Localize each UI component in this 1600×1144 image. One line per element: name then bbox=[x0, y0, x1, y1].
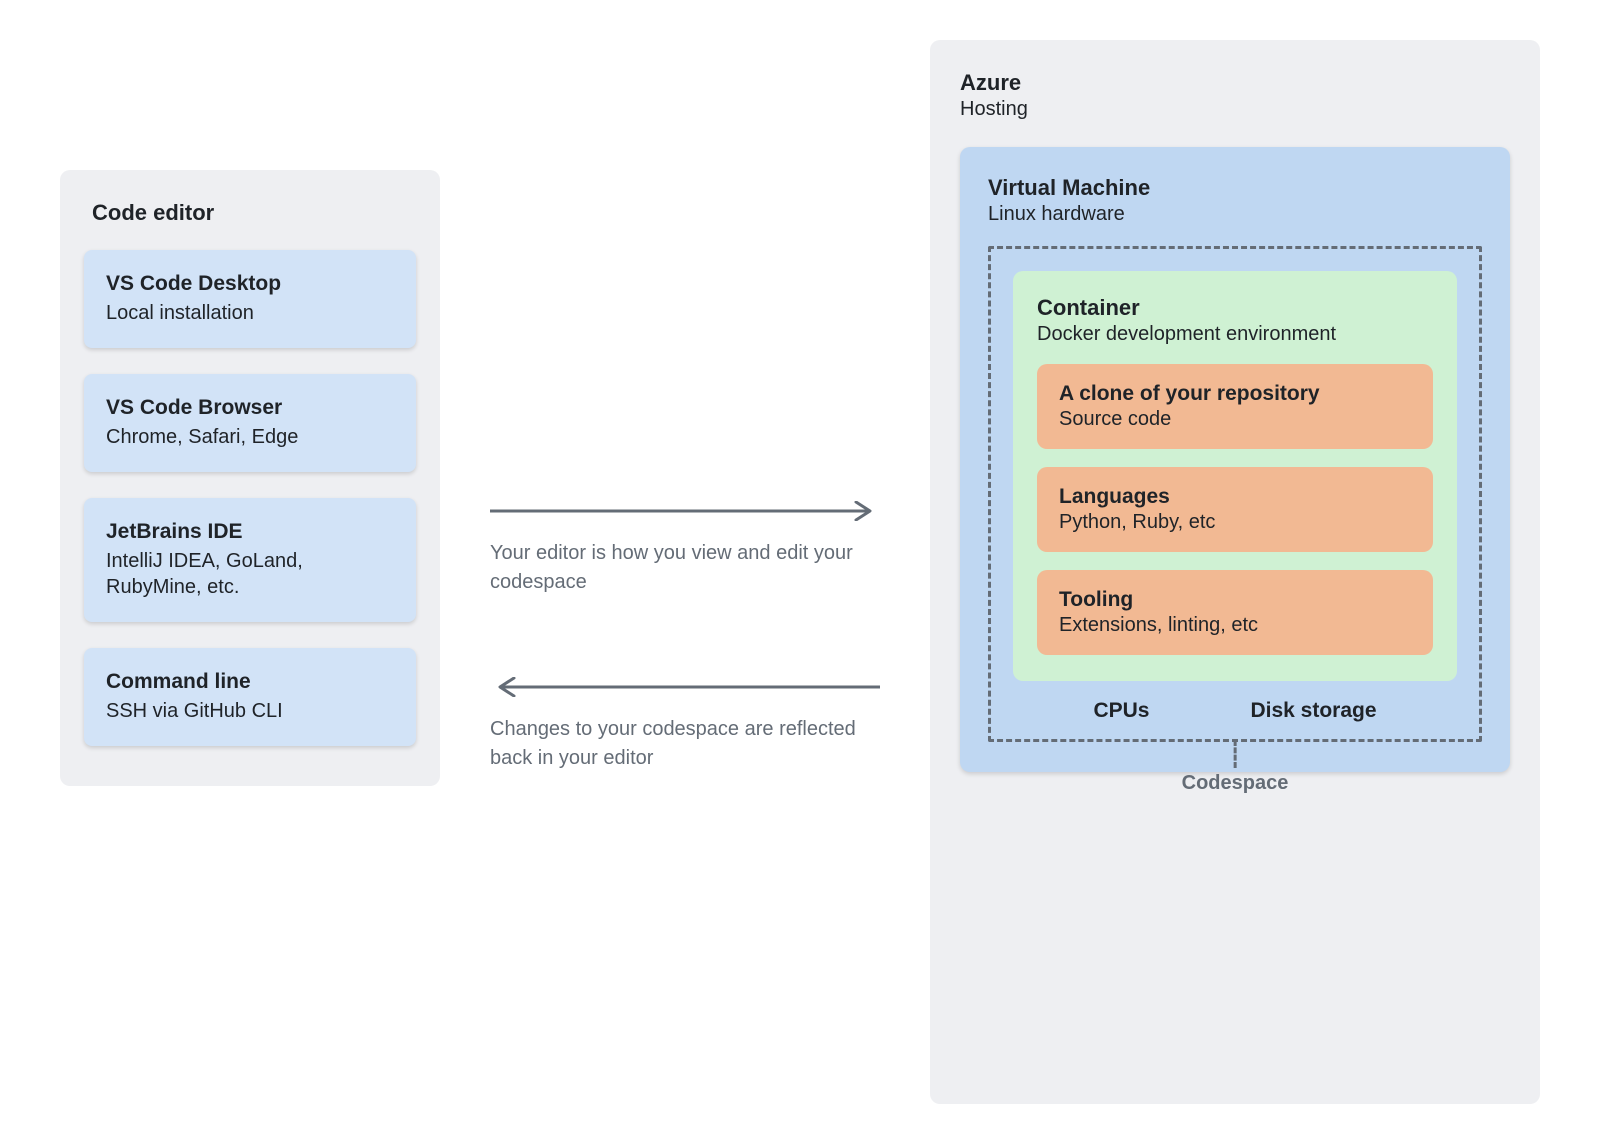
arrow-right-icon bbox=[490, 501, 880, 521]
editor-card-title: VS Code Desktop bbox=[106, 272, 394, 296]
azure-column: Azure Hosting Virtual Machine Linux hard… bbox=[930, 40, 1540, 1104]
codespaces-diagram: Code editor VS Code Desktop Local instal… bbox=[60, 40, 1540, 1104]
inner-card-tooling: Tooling Extensions, linting, etc bbox=[1037, 570, 1433, 655]
inner-card-title: Languages bbox=[1059, 485, 1411, 509]
arrow-to-editor: Changes to your codespace are reflected … bbox=[490, 677, 880, 773]
editor-card-sub: IntelliJ IDEA, GoLand, RubyMine, etc. bbox=[106, 548, 394, 600]
editor-card-vscode-desktop: VS Code Desktop Local installation bbox=[84, 250, 416, 348]
vm-sub: Linux hardware bbox=[988, 203, 1482, 226]
container-panel: Container Docker development environment… bbox=[1013, 271, 1457, 681]
editor-card-title: VS Code Browser bbox=[106, 396, 394, 420]
inner-card-title: A clone of your repository bbox=[1059, 382, 1411, 406]
editor-card-sub: Local installation bbox=[106, 300, 394, 326]
resources-row: CPUs Disk storage bbox=[1013, 699, 1457, 723]
editor-card-jetbrains: JetBrains IDE IntelliJ IDEA, GoLand, Rub… bbox=[84, 498, 416, 622]
azure-title: Azure bbox=[960, 70, 1510, 96]
container-sub: Docker development environment bbox=[1037, 323, 1433, 346]
inner-card-languages: Languages Python, Ruby, etc bbox=[1037, 467, 1433, 552]
codespace-boundary: Container Docker development environment… bbox=[988, 246, 1482, 742]
resource-cpus: CPUs bbox=[1093, 699, 1149, 723]
vm-title: Virtual Machine bbox=[988, 175, 1482, 201]
editor-card-sub: Chrome, Safari, Edge bbox=[106, 424, 394, 450]
vm-panel: Virtual Machine Linux hardware Container… bbox=[960, 147, 1510, 772]
inner-card-title: Tooling bbox=[1059, 588, 1411, 612]
arrow-caption: Your editor is how you view and edit you… bbox=[490, 539, 880, 597]
editor-panel-title: Code editor bbox=[84, 200, 416, 226]
codespace-connector: Codespace bbox=[1182, 740, 1289, 795]
inner-card-sub: Extensions, linting, etc bbox=[1059, 614, 1411, 637]
editor-card-title: JetBrains IDE bbox=[106, 520, 394, 544]
connector-line-icon bbox=[1234, 740, 1237, 768]
editor-card-sub: SSH via GitHub CLI bbox=[106, 698, 394, 724]
editor-panel: Code editor VS Code Desktop Local instal… bbox=[60, 170, 440, 786]
inner-card-sub: Source code bbox=[1059, 408, 1411, 431]
container-title: Container bbox=[1037, 295, 1433, 321]
resource-disk: Disk storage bbox=[1250, 699, 1376, 723]
arrow-to-codespace: Your editor is how you view and edit you… bbox=[490, 501, 880, 597]
inner-card-repo: A clone of your repository Source code bbox=[1037, 364, 1433, 449]
editor-column: Code editor VS Code Desktop Local instal… bbox=[60, 40, 440, 1104]
arrows-column: Your editor is how you view and edit you… bbox=[480, 40, 890, 1104]
codespace-label: Codespace bbox=[1182, 772, 1289, 795]
azure-sub: Hosting bbox=[960, 98, 1510, 121]
editor-card-vscode-browser: VS Code Browser Chrome, Safari, Edge bbox=[84, 374, 416, 472]
editor-card-cli: Command line SSH via GitHub CLI bbox=[84, 648, 416, 746]
arrow-caption: Changes to your codespace are reflected … bbox=[490, 715, 880, 773]
inner-card-sub: Python, Ruby, etc bbox=[1059, 511, 1411, 534]
editor-card-title: Command line bbox=[106, 670, 394, 694]
arrow-left-icon bbox=[490, 677, 880, 697]
azure-panel: Azure Hosting Virtual Machine Linux hard… bbox=[930, 40, 1540, 1104]
